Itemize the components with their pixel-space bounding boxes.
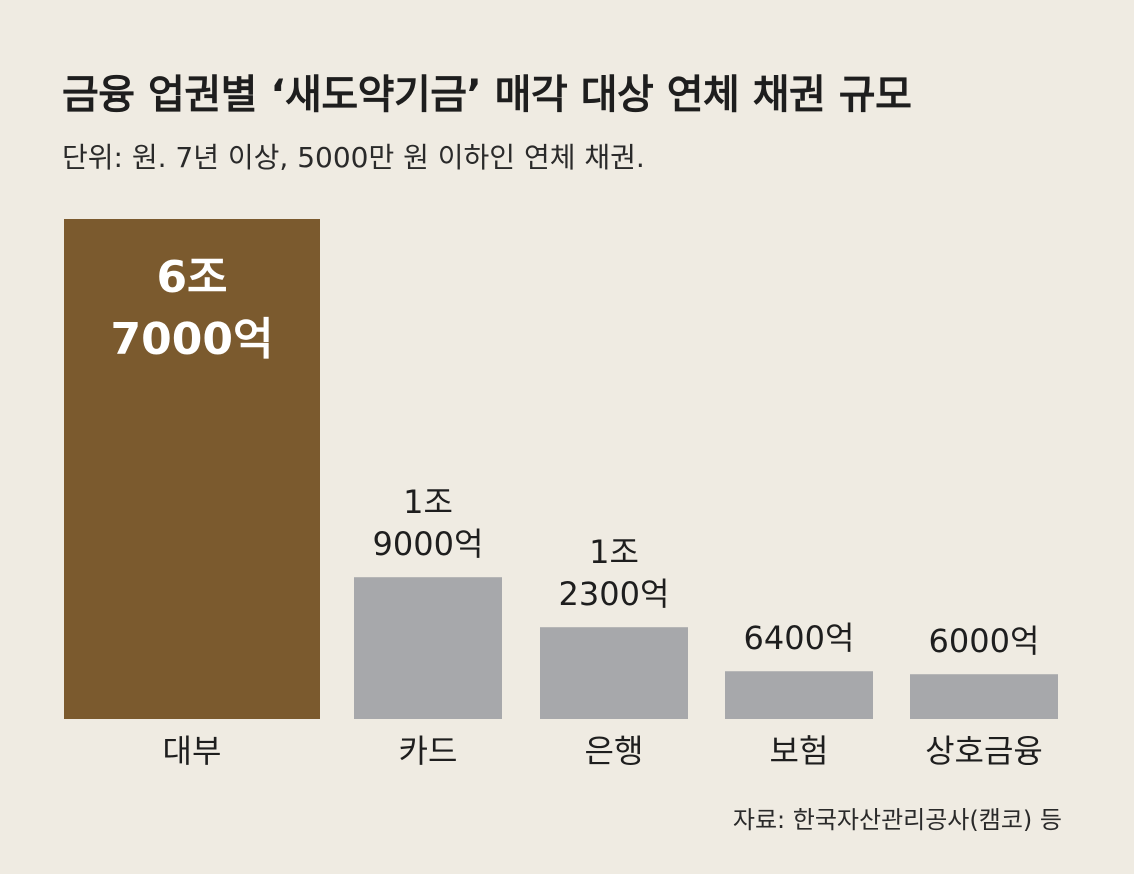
chart-title: 금융 업권별 ‘새도약기금’ 매각 대상 연체 채권 규모 bbox=[62, 72, 912, 118]
bar-2 bbox=[540, 627, 688, 719]
category-label-4: 상호금융 bbox=[925, 732, 1043, 770]
bar-0 bbox=[64, 219, 320, 719]
category-label-2: 은행 bbox=[585, 732, 644, 770]
bar-4 bbox=[910, 674, 1058, 719]
data-label-1: 1조 9000억 bbox=[373, 483, 484, 563]
source-note: 자료: 한국자산관리공사(캠코) 등 bbox=[732, 806, 1062, 834]
category-label-3: 보험 bbox=[770, 732, 829, 770]
data-label-4: 6000억 bbox=[929, 622, 1040, 660]
data-label-0: 6조 7000억 bbox=[111, 252, 274, 365]
chart-subtitle: 단위: 원. 7년 이상, 5000만 원 이하인 연체 채권. bbox=[62, 141, 645, 174]
category-label-0: 대부 bbox=[163, 732, 222, 770]
category-label-1: 카드 bbox=[399, 732, 458, 770]
bar-3 bbox=[725, 671, 873, 719]
data-label-2: 1조 2300억 bbox=[559, 533, 670, 613]
data-label-3: 6400억 bbox=[744, 619, 855, 657]
bar-1 bbox=[354, 577, 502, 719]
